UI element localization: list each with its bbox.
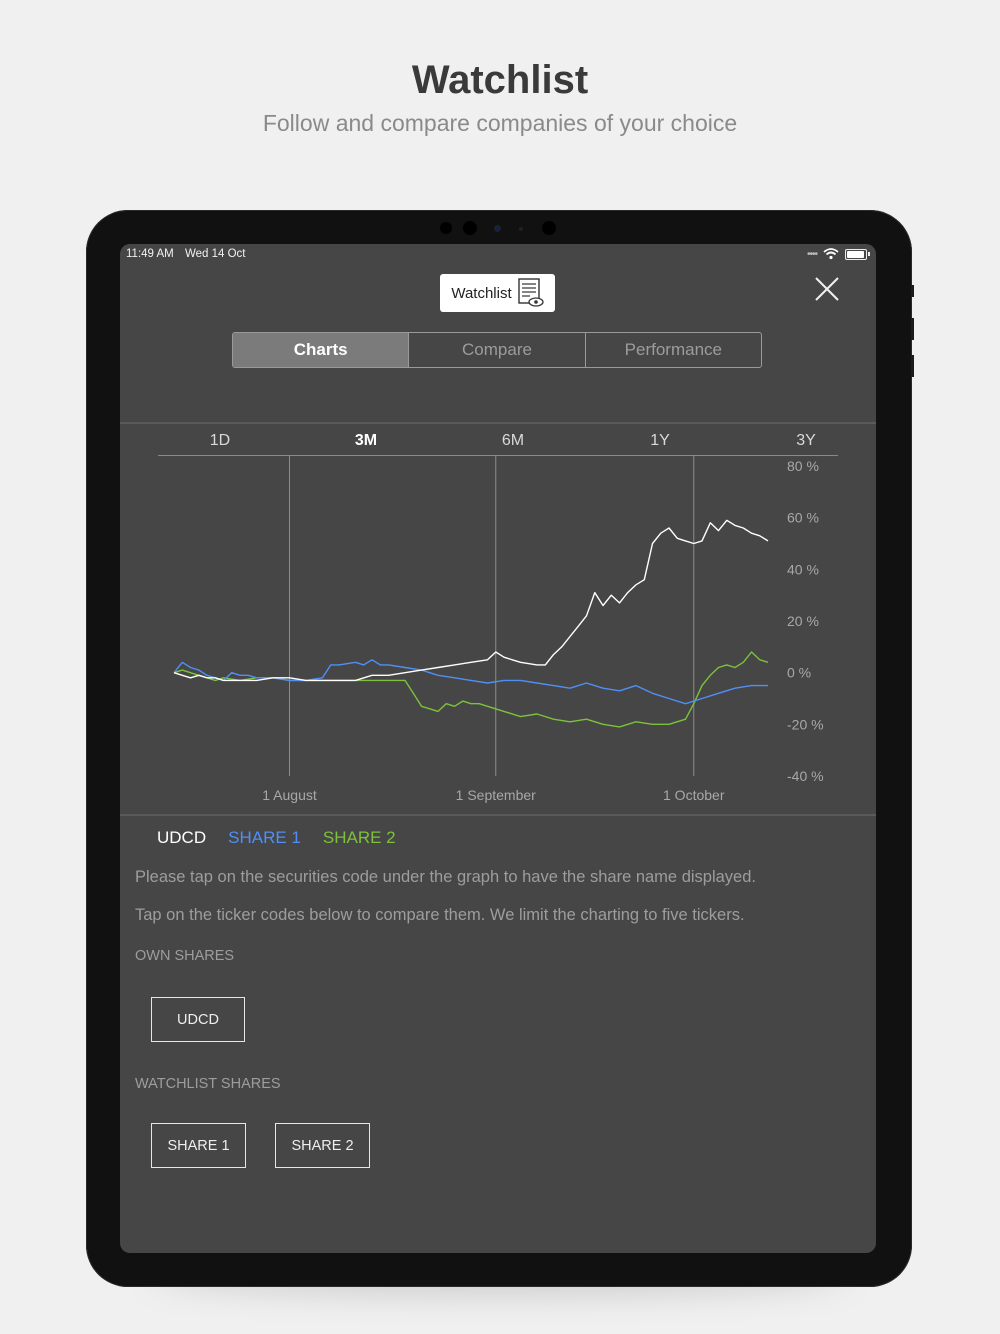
divider (120, 422, 876, 424)
sensor-dot (519, 227, 523, 231)
status-indicators: •••• (807, 247, 870, 261)
divider (120, 814, 876, 816)
own-shares-heading: OWN SHARES (135, 948, 235, 964)
price-chart[interactable]: 1 August 1 September 1 October 80 % 60 % 40 %… (120, 456, 876, 816)
legend-udcd[interactable]: UDCD (157, 828, 207, 847)
volume-button (911, 318, 914, 340)
x-tick-label: 1 October (663, 787, 725, 803)
watchlist-shares-heading: WATCHLIST SHARES (135, 1076, 281, 1092)
volume-button (911, 285, 914, 297)
watchlist-eye-icon (517, 278, 544, 307)
battery-icon (845, 248, 867, 260)
range-3y[interactable]: 3Y (796, 432, 816, 449)
range-1y[interactable]: 1Y (650, 432, 670, 449)
range-3m[interactable]: 3M (354, 432, 378, 449)
close-icon[interactable] (812, 274, 842, 304)
chart-legend: UDCD SHARE 1 SHARE 2 (157, 828, 396, 848)
range-1d[interactable]: 1D (209, 432, 231, 449)
y-tick-label: -40 % (787, 768, 824, 784)
ticker-button-share-2[interactable]: SHARE 2 (275, 1123, 370, 1168)
view-tabs: Charts Compare Performance (232, 332, 762, 368)
series-line-share-1 (173, 659, 768, 705)
watchlist-badge[interactable]: Watchlist (440, 274, 555, 312)
camera-lens (494, 225, 501, 232)
range-6m[interactable]: 6M (501, 432, 525, 449)
y-tick-label: 0 % (787, 665, 811, 681)
y-tick-label: -20 % (787, 716, 824, 732)
y-tick-label: 20 % (787, 613, 819, 629)
ticker-button-share-1[interactable]: SHARE 1 (151, 1123, 246, 1168)
hint-text-compare: Tap on the ticker codes below to compare… (135, 906, 745, 924)
marketing-title: Watchlist (411, 58, 589, 102)
y-tick-label: 60 % (787, 510, 819, 526)
status-bar: 11:49 AM Wed 14 Oct (126, 248, 253, 260)
camera-dot (542, 221, 556, 235)
watchlist-badge-label: Watchlist (451, 284, 512, 302)
app-screen: 11:49 AM Wed 14 Oct •••• Watchlist Chart… (120, 244, 876, 1253)
x-tick-label: 1 August (262, 787, 317, 803)
tab-compare[interactable]: Compare (409, 333, 586, 367)
camera-dot (463, 221, 477, 235)
tab-charts[interactable]: Charts (233, 333, 410, 367)
battery-tip (868, 252, 870, 256)
camera-dot (440, 222, 452, 234)
range-underline (158, 455, 838, 456)
x-tick-label: 1 September (456, 787, 536, 803)
series-line-udcd (173, 519, 769, 682)
series-line-share-2 (173, 651, 769, 728)
wifi-icon (823, 248, 839, 260)
range-selector: 1D 3M 6M 1Y 3Y (158, 432, 838, 456)
signal-icon: •••• (806, 248, 818, 260)
y-tick-label: 80 % (787, 458, 819, 474)
legend-share-1[interactable]: SHARE 1 (228, 828, 301, 847)
legend-share-2[interactable]: SHARE 2 (322, 828, 396, 847)
volume-button (911, 355, 914, 377)
status-time: 11:49 AM (126, 248, 174, 260)
tab-performance[interactable]: Performance (624, 340, 722, 359)
marketing-subtitle: Follow and compare companies of your cho… (262, 110, 738, 136)
y-tick-label: 40 % (787, 561, 819, 577)
ticker-button-udcd[interactable]: UDCD (151, 997, 245, 1042)
hint-text-securities: Please tap on the securities code under … (135, 868, 756, 886)
status-date: Wed 14 Oct (184, 248, 246, 260)
